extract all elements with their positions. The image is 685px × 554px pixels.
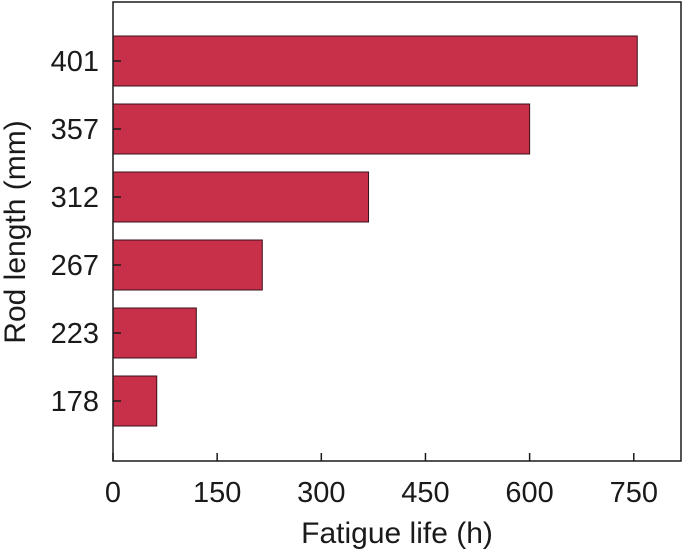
x-axis-title: Fatigue life (h) xyxy=(301,517,493,550)
y-tick-label-312: 312 xyxy=(51,182,99,214)
bar-312 xyxy=(112,171,370,223)
y-tick-label-267: 267 xyxy=(51,250,99,282)
x-tick-label-150: 150 xyxy=(193,477,241,509)
y-axis-title: Rod length (mm) xyxy=(0,120,32,343)
bar-223 xyxy=(112,307,197,359)
bar-401 xyxy=(112,35,638,87)
x-tick-label-0: 0 xyxy=(105,477,121,509)
x-tick-label-300: 300 xyxy=(297,477,345,509)
bar-267 xyxy=(112,239,263,291)
y-tick-label-357: 357 xyxy=(51,114,99,146)
x-tick-label-750: 750 xyxy=(610,477,658,509)
x-tick-label-450: 450 xyxy=(401,477,449,509)
y-tick-label-178: 178 xyxy=(51,386,99,418)
x-tick-label-600: 600 xyxy=(505,477,553,509)
plot-frame xyxy=(112,1,682,462)
bars-group xyxy=(112,35,638,427)
y-tick-label-401: 401 xyxy=(51,46,99,78)
y-tick-label-223: 223 xyxy=(51,318,99,350)
ticks-group: 178 223 267 312 357 401 0 150 300 450 600 750 xyxy=(51,46,658,509)
bar-357 xyxy=(112,103,531,155)
